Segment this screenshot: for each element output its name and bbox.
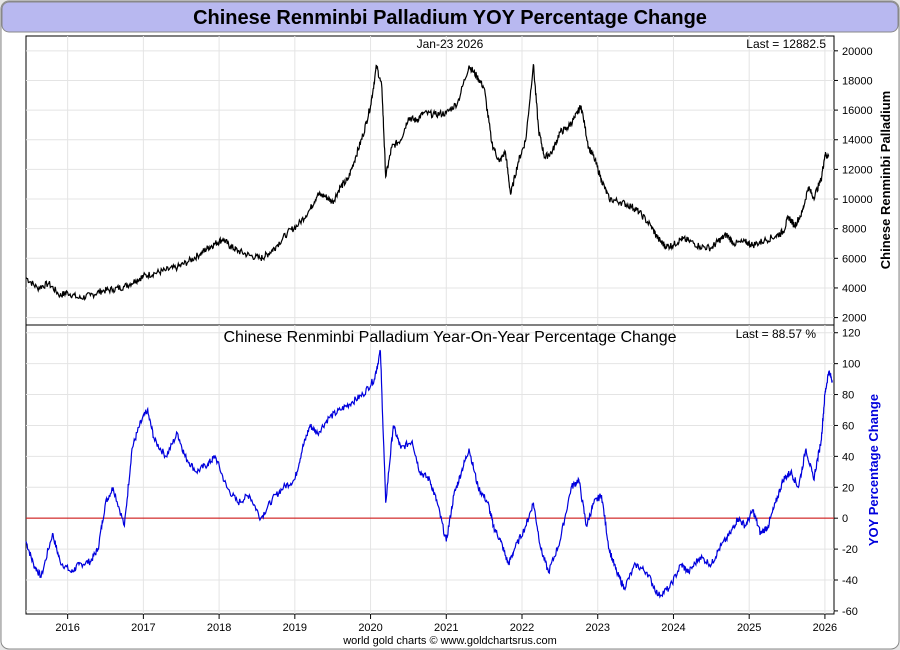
title-bar	[1, 1, 899, 33]
yoy-panel-title: Chinese Renminbi Palladium Year-On-Year …	[223, 329, 676, 346]
price-y-tick-label: 8000	[842, 224, 866, 236]
yoy-y-tick-label: 120	[842, 328, 860, 340]
yoy-y-tick-label: 0	[842, 513, 848, 525]
x-tick-label: 2022	[510, 622, 534, 634]
yoy-y-tick-label: 80	[842, 390, 854, 402]
price-last-label: Last = 12882.5	[746, 37, 826, 51]
x-tick-label: 2019	[283, 622, 307, 634]
x-tick-label: 2021	[434, 622, 458, 634]
yoy-y-tick-label: -20	[842, 544, 858, 556]
x-tick-label: 2017	[131, 622, 155, 634]
price-y-tick-label: 6000	[842, 253, 866, 265]
yoy-last-label: Last = 88.57 %	[736, 327, 817, 341]
price-y-tick-label: 10000	[842, 194, 873, 206]
chart-title: Chinese Renminbi Palladium YOY Percentag…	[193, 7, 707, 29]
price-y-ticks: 2000 4000 6000 8000 10000 12000 14000 16000 1800…	[834, 46, 873, 325]
x-tick-label: 2024	[661, 622, 685, 634]
price-date-label: Jan-23 2026	[417, 37, 484, 51]
x-axis-ticks: 2016 2017 2018 2019 2020 2021 2022 2023 2024 2025…	[55, 614, 837, 634]
yoy-y-tick-label: 60	[842, 420, 854, 432]
yoy-grid	[26, 325, 834, 614]
yoy-plot-area	[25, 324, 835, 615]
x-tick-label: 2025	[737, 622, 761, 634]
yoy-y-tick-label: 40	[842, 451, 854, 463]
footer-credit: world gold charts © www.goldchartsrus.co…	[342, 635, 557, 647]
yoy-y-tick-label: 100	[842, 359, 860, 371]
price-panel: 2000 4000 6000 8000 10000 12000 14000 16000 1800…	[25, 35, 893, 326]
price-y-tick-label: 18000	[842, 75, 873, 87]
yoy-y-tick-label: 20	[842, 482, 854, 494]
price-plot-area	[25, 35, 835, 326]
x-tick-label: 2016	[55, 622, 79, 634]
x-tick-label: 2026	[813, 622, 837, 634]
price-series-line	[25, 64, 830, 301]
yoy-panel: -60 -40 -20 0 20 40 60 80 100 120 Chinese Renminb…	[25, 324, 881, 618]
x-tick-label: 2018	[207, 622, 231, 634]
price-y-tick-label: 4000	[842, 283, 866, 295]
price-y-tick-label: 16000	[842, 105, 873, 117]
yoy-y-axis-label: YOY Percentage Change	[866, 394, 881, 546]
price-y-tick-label: 12000	[842, 164, 873, 176]
x-tick-label: 2023	[585, 622, 609, 634]
x-tick-label: 2020	[358, 622, 382, 634]
yoy-y-tick-label: -40	[842, 575, 858, 587]
yoy-y-ticks: -60 -40 -20 0 20 40 60 80 100 120	[834, 328, 860, 618]
yoy-y-tick-label: -60	[842, 606, 858, 618]
price-grid	[26, 36, 834, 325]
price-y-tick-label: 14000	[842, 135, 873, 147]
yoy-series-line	[25, 349, 833, 599]
price-y-axis-label: Chinese Renminbi Palladium	[878, 91, 893, 269]
price-y-tick-label: 20000	[842, 46, 873, 58]
price-y-tick-label: 2000	[842, 313, 866, 325]
